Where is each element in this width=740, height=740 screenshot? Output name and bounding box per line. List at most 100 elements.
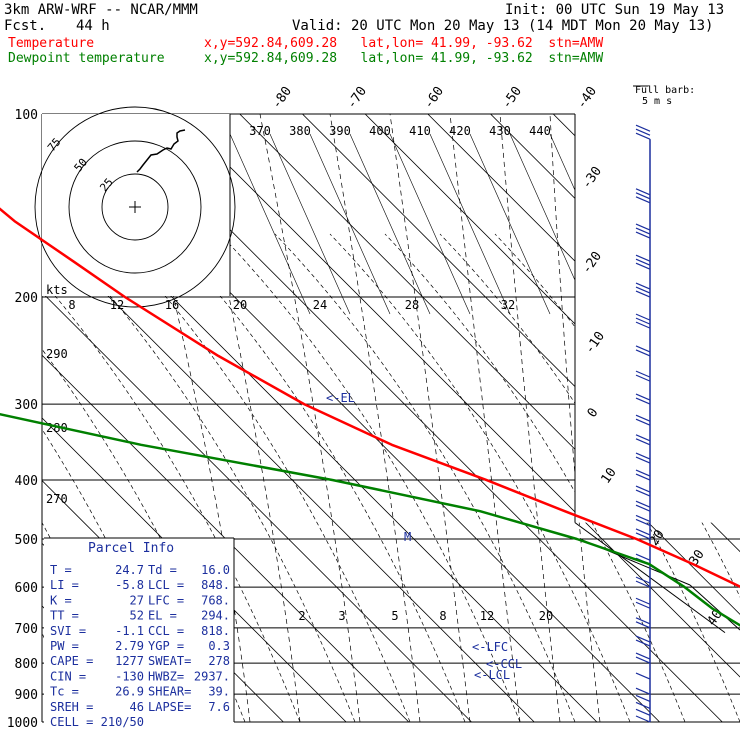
wind-barb-flag xyxy=(635,124,651,132)
theta-e-line-1 xyxy=(269,133,351,315)
wind-barb-flag xyxy=(635,438,651,446)
wind-barb-flag xyxy=(635,708,651,716)
parcel-stat-label: CIN = xyxy=(50,669,86,683)
wind-barb-flag xyxy=(635,196,651,204)
isotherm--70 xyxy=(42,114,472,722)
moist-adiabat-6 xyxy=(499,114,561,722)
parcel-stat-label: PW = xyxy=(50,639,79,653)
wind-barb xyxy=(635,282,651,298)
theta-e-label-410: 410 xyxy=(409,124,431,138)
wind-barb-flag xyxy=(635,532,651,540)
dewpoint-location: x,y=592.84,609.28 lat,lon= 41.99, -93.62… xyxy=(204,51,604,66)
wind-barb-flag xyxy=(635,374,651,382)
wind-barb-flag xyxy=(635,715,651,723)
wind-barb xyxy=(635,485,651,497)
pressure-label-800: 800 xyxy=(15,657,38,672)
theta-e-label-390: 390 xyxy=(329,124,351,138)
parcel-stat-label: Td = xyxy=(148,563,177,577)
isotherm-label-top--60: -60 xyxy=(421,84,447,112)
parcel-stat-label: SWEAT= xyxy=(148,654,191,668)
wind-barb-flag xyxy=(635,393,651,401)
isotherm-label-right--10: -10 xyxy=(582,329,608,357)
isotherm-60 xyxy=(678,114,740,722)
wind-barb-flag xyxy=(635,227,651,235)
parcel-stat-value: 26.9 xyxy=(115,685,144,699)
wind-barb-flag xyxy=(635,528,651,536)
dry-adiabat-label-290: 290 xyxy=(46,347,68,361)
mixing-ratio-label-upper-24: 24 xyxy=(313,298,327,312)
parcel-stat-label: CAPE = xyxy=(50,654,93,668)
moist-adiabat-4 xyxy=(389,114,471,722)
parcel-stat-label: LAPSE= xyxy=(148,700,191,714)
lcl-marker: <-LCL xyxy=(474,668,510,682)
theta-e-line-9 xyxy=(589,133,671,315)
isotherm--20 xyxy=(176,114,740,722)
wind-barb-flag xyxy=(635,313,651,321)
dry-adiabat-3 xyxy=(42,233,246,722)
parcel-stat-value: 278 xyxy=(208,654,230,668)
theta-e-line-4 xyxy=(389,133,471,315)
mixing-ratio-label-lower-20: 20 xyxy=(539,609,553,623)
mixing-ratio-label-lower-12: 12 xyxy=(480,609,494,623)
wind-barb-flag xyxy=(635,553,651,561)
theta-e-label-440: 440 xyxy=(529,124,551,138)
wind-barb-flag xyxy=(635,489,651,497)
wind-barb xyxy=(635,514,651,526)
parcel-stat-label: T = xyxy=(50,563,72,577)
wind-barb-flag xyxy=(635,370,651,378)
wind-barb-flag xyxy=(635,617,651,625)
wind-barb-flag xyxy=(635,397,651,405)
wind-barb-flag xyxy=(635,349,651,357)
parcel-stat-value: 0.3 xyxy=(208,639,230,653)
parcel-stat-label: SHEAR= xyxy=(148,685,191,699)
parcel-stat-value: 24.7 xyxy=(115,563,144,577)
wind-barb xyxy=(635,597,651,609)
forecast-hour: 44 h xyxy=(76,18,110,34)
wind-barb-flag xyxy=(635,321,651,329)
wind-barb xyxy=(635,223,651,239)
wind-barb-flag xyxy=(635,576,651,584)
temperature-legend: Temperature xyxy=(8,36,95,51)
hodograph-unit-label: kts xyxy=(46,283,68,297)
wind-barb xyxy=(635,452,651,464)
isotherm-50 xyxy=(615,114,740,722)
wind-barb xyxy=(635,469,651,481)
wind-barb-flag xyxy=(635,601,651,609)
theta-e-line-6 xyxy=(469,133,551,315)
wind-barb xyxy=(635,635,651,647)
wind-barb xyxy=(635,393,651,405)
wind-barb-flag xyxy=(635,282,651,290)
wind-barb-flag xyxy=(635,192,651,200)
wind-barb-flag xyxy=(635,231,651,239)
wind-barb xyxy=(635,701,651,710)
mixing-ratio-label-lower-3: 3 xyxy=(338,609,345,623)
parcel-stat-label: SREH = xyxy=(50,700,93,714)
pressure-label-700: 700 xyxy=(15,622,38,637)
wind-barb xyxy=(635,254,651,270)
wind-barb xyxy=(635,188,651,204)
dry-adiabat-5 xyxy=(54,233,356,722)
wind-barb xyxy=(635,434,651,446)
wind-barb-flag xyxy=(635,290,651,298)
parcel-stat-label: CELL = xyxy=(50,715,93,729)
dry-adiabat-10 xyxy=(329,233,631,722)
wind-barb-flag xyxy=(635,418,651,426)
parcel-stat-label: HWBZ= xyxy=(148,669,184,683)
wind-barb xyxy=(635,672,651,680)
parcel-stat-value: 210/50 xyxy=(101,715,144,729)
el-marker: <-EL xyxy=(326,391,355,405)
wind-barb-flag xyxy=(635,188,651,196)
wind-barb xyxy=(635,528,651,540)
dry-adiabat-2 xyxy=(42,233,191,722)
wind-barb-flag xyxy=(635,254,651,262)
parcel-stat-value: -1.1 xyxy=(115,624,144,638)
pressure-label-600: 600 xyxy=(15,581,38,596)
parcel-stat-value: 1277 xyxy=(115,654,144,668)
wind-barb-flag xyxy=(635,580,651,588)
wind-barb-flag xyxy=(635,597,651,605)
isotherm-20 xyxy=(427,114,740,722)
pressure-label-200: 200 xyxy=(15,291,38,306)
mixing-ratio-label-upper-20: 20 xyxy=(233,298,247,312)
wind-barb-flag xyxy=(635,652,651,660)
